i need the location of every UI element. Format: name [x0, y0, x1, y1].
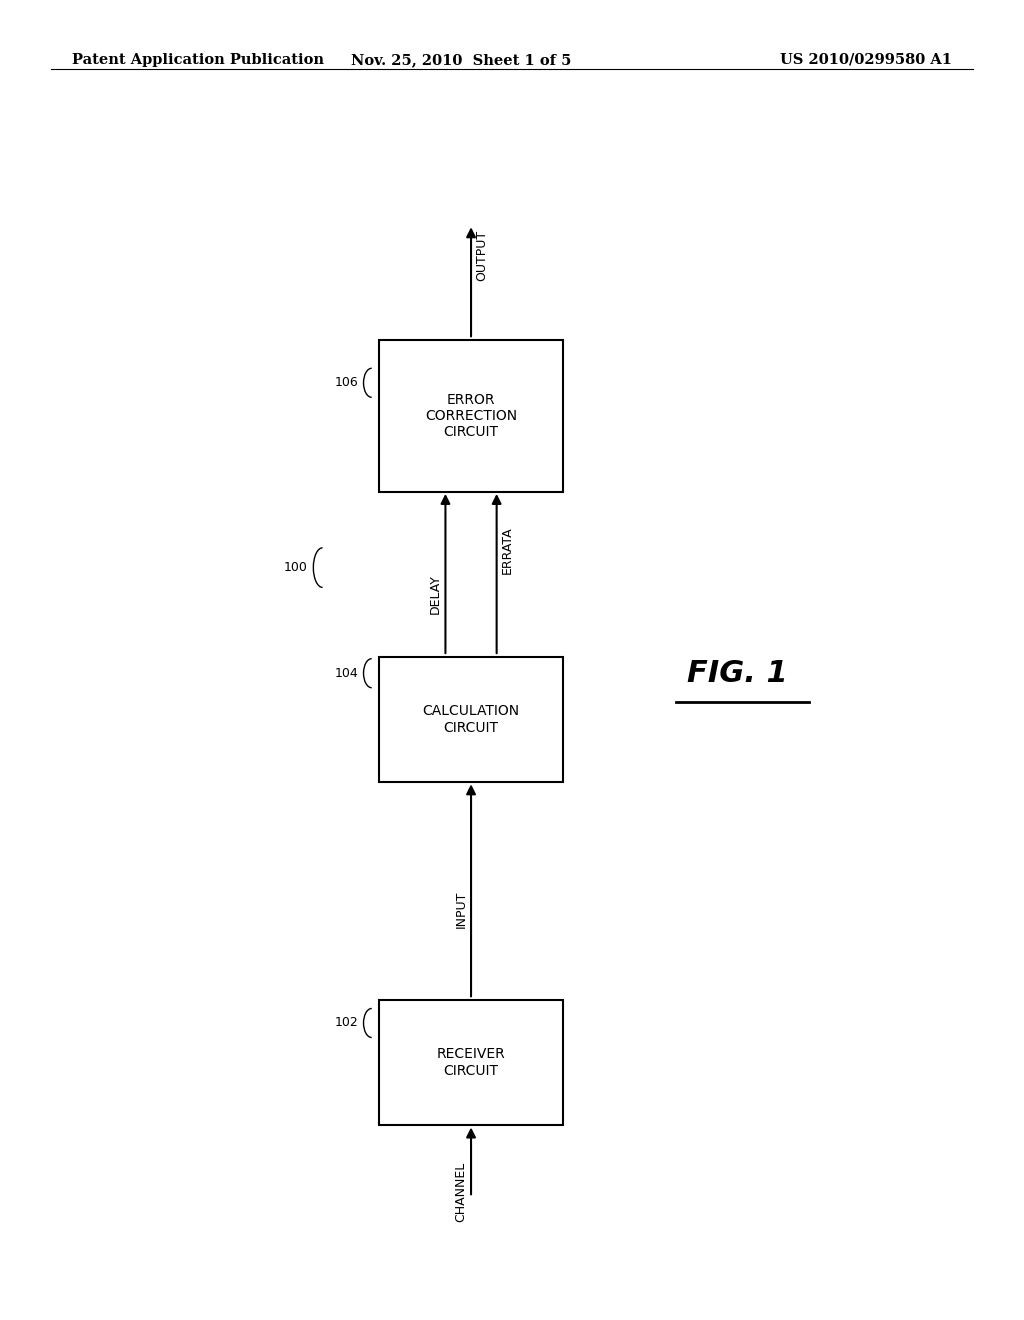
Text: RECEIVER
CIRCUIT: RECEIVER CIRCUIT: [436, 1048, 506, 1077]
Bar: [379, 339, 563, 491]
Text: 102: 102: [335, 1016, 358, 1030]
Text: 104: 104: [335, 667, 358, 680]
Text: ERROR
CORRECTION
CIRCUIT: ERROR CORRECTION CIRCUIT: [425, 392, 517, 440]
Text: 100: 100: [284, 561, 307, 574]
Text: Nov. 25, 2010  Sheet 1 of 5: Nov. 25, 2010 Sheet 1 of 5: [350, 53, 571, 67]
Text: 106: 106: [335, 376, 358, 389]
Bar: [379, 656, 563, 781]
Text: US 2010/0299580 A1: US 2010/0299580 A1: [780, 53, 952, 67]
Text: DELAY: DELAY: [429, 574, 441, 614]
Text: INPUT: INPUT: [455, 891, 467, 928]
Text: FIG. 1: FIG. 1: [687, 659, 787, 688]
Text: CHANNEL: CHANNEL: [455, 1162, 467, 1222]
Text: OUTPUT: OUTPUT: [475, 230, 487, 281]
Text: Patent Application Publication: Patent Application Publication: [72, 53, 324, 67]
Text: CALCULATION
CIRCUIT: CALCULATION CIRCUIT: [423, 705, 519, 734]
Bar: [379, 1001, 563, 1125]
Text: ERRATA: ERRATA: [501, 527, 513, 574]
